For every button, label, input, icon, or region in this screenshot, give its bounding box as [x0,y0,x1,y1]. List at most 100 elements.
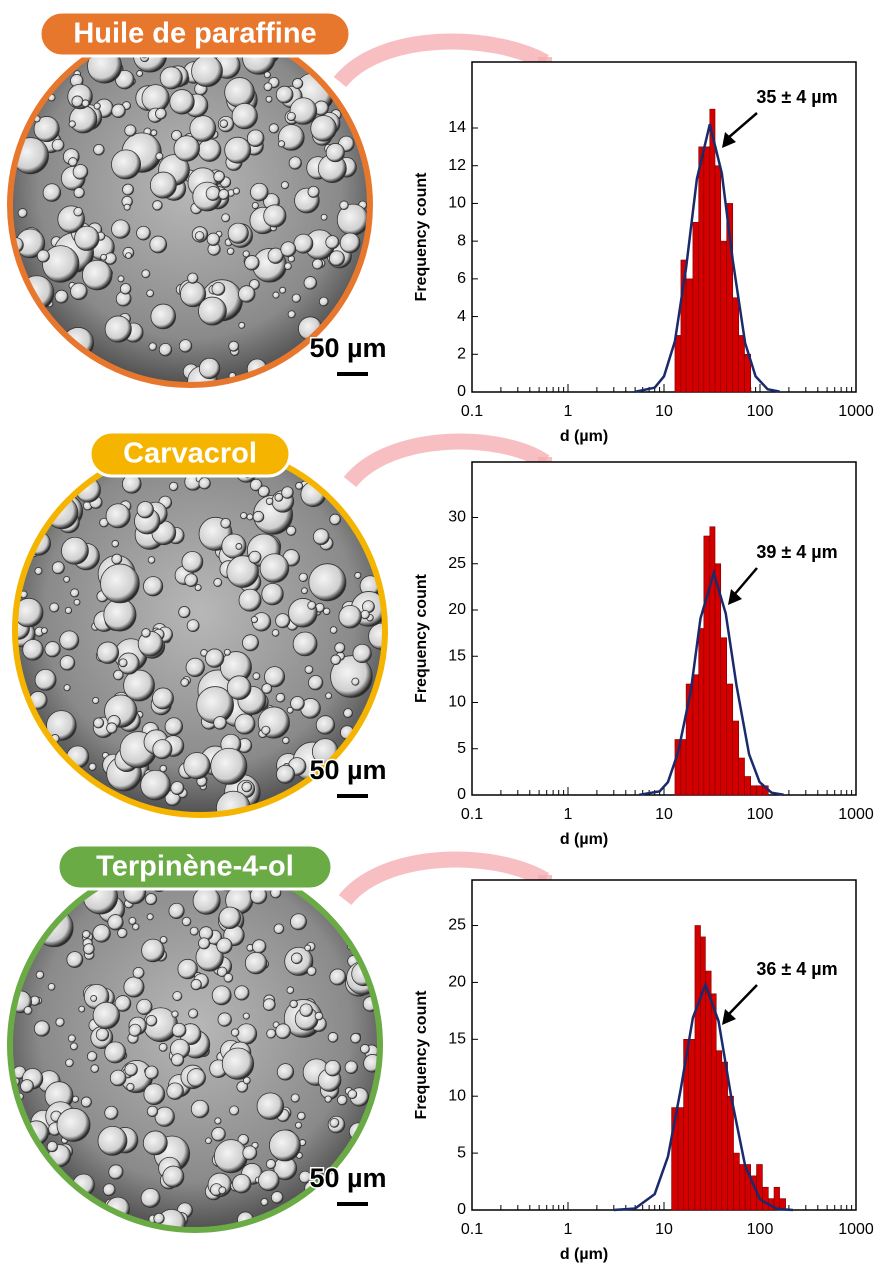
droplet [152,200,163,211]
droplet [59,630,80,651]
droplet [111,553,123,565]
droplet [312,528,330,546]
y-tick-label: 2 [457,346,466,363]
droplet [339,232,361,254]
droplet [189,926,199,936]
droplet [111,539,120,548]
droplet [301,587,308,595]
droplet [354,571,362,579]
droplet [92,924,111,943]
bar [710,993,717,1211]
plot-frame [471,461,857,796]
y-axis-label: Frequency count [413,990,430,1120]
droplet [280,241,297,258]
droplet [40,627,48,635]
droplet [23,1006,33,1015]
droplet [108,1164,124,1180]
droplet [96,641,120,664]
droplet [86,1051,98,1062]
droplet [158,1042,168,1052]
droplet [88,762,97,771]
droplet [154,1106,175,1127]
droplet [314,1011,324,1021]
bar [709,526,716,796]
droplet [242,1145,258,1161]
y-tick-label: 25 [448,917,466,934]
annotation-arrow [727,112,758,139]
droplet [103,598,137,632]
droplet [252,672,261,681]
droplet [107,914,124,931]
x-tick-label: 1 [564,806,573,823]
droplet [218,906,241,929]
y-axis-label: Frequency count [413,573,430,703]
droplet [122,183,134,196]
droplet [286,525,297,536]
droplet [214,1117,222,1125]
droplet [106,722,118,734]
droplet [155,152,164,161]
droplet [90,994,98,1002]
droplet [280,181,290,190]
droplet [289,999,298,1009]
droplet [227,222,249,244]
droplet [282,736,290,745]
droplet [171,1053,185,1067]
droplet [197,138,222,162]
bar [698,628,705,796]
droplet [334,642,346,654]
droplet [205,1137,212,1145]
bar [700,936,706,1211]
droplet [211,282,226,296]
droplet [47,982,56,991]
bar [694,925,701,1211]
micrograph [15,445,385,815]
bar [705,970,712,1211]
y-tick-label: 20 [448,974,466,991]
droplet [56,1107,91,1142]
bar [726,683,734,796]
droplet [205,186,221,201]
droplet [298,572,309,583]
droplet [64,606,73,615]
y-tick-label: 5 [457,1144,466,1161]
droplet [299,1003,313,1017]
droplet [93,143,105,156]
droplet [221,533,247,559]
droplet [234,713,256,735]
droplet [141,269,151,279]
droplet [323,607,331,616]
droplet [289,97,318,125]
droplet [180,678,190,687]
droplet [100,253,108,261]
droplet [235,543,243,550]
droplet [297,1111,306,1121]
droplet [186,619,200,633]
droplet [68,157,78,167]
droplet [206,232,220,246]
annotation-arrowhead [722,132,736,148]
droplet [273,923,285,935]
droplet [73,206,84,217]
droplet [276,1063,295,1081]
droplet [82,930,91,939]
y-tick-label: 4 [457,308,466,325]
droplet [290,696,305,711]
x-tick-label: 1 [564,403,573,420]
droplet [229,1105,240,1116]
droplet [123,669,155,702]
droplet [149,171,177,199]
droplet [218,1186,227,1195]
droplet [303,276,318,290]
droplet [93,102,101,110]
droplet [205,648,225,668]
y-tick-label: 0 [457,1201,466,1218]
droplet [111,103,126,119]
droplet [325,143,345,163]
droplet [70,588,80,598]
droplet [223,648,231,656]
bar [721,1061,728,1211]
droplet [270,1191,284,1204]
fit-curve [613,981,793,1212]
